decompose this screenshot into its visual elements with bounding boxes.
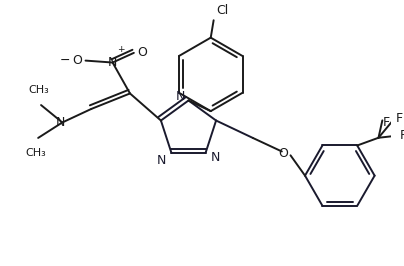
Text: +: +: [118, 45, 125, 54]
Text: F: F: [400, 129, 404, 142]
Text: CH₃: CH₃: [26, 148, 46, 157]
Text: O: O: [138, 46, 147, 59]
Text: O: O: [278, 147, 288, 160]
Text: N: N: [108, 56, 117, 69]
Text: N: N: [210, 151, 220, 164]
Text: N: N: [56, 116, 65, 129]
Text: F: F: [396, 112, 403, 125]
Text: O: O: [72, 54, 82, 67]
Text: Cl: Cl: [217, 4, 229, 17]
Text: N: N: [157, 154, 166, 167]
Text: N: N: [176, 90, 185, 103]
Text: F: F: [382, 117, 389, 130]
Text: CH₃: CH₃: [29, 85, 50, 95]
Text: −: −: [60, 54, 70, 67]
